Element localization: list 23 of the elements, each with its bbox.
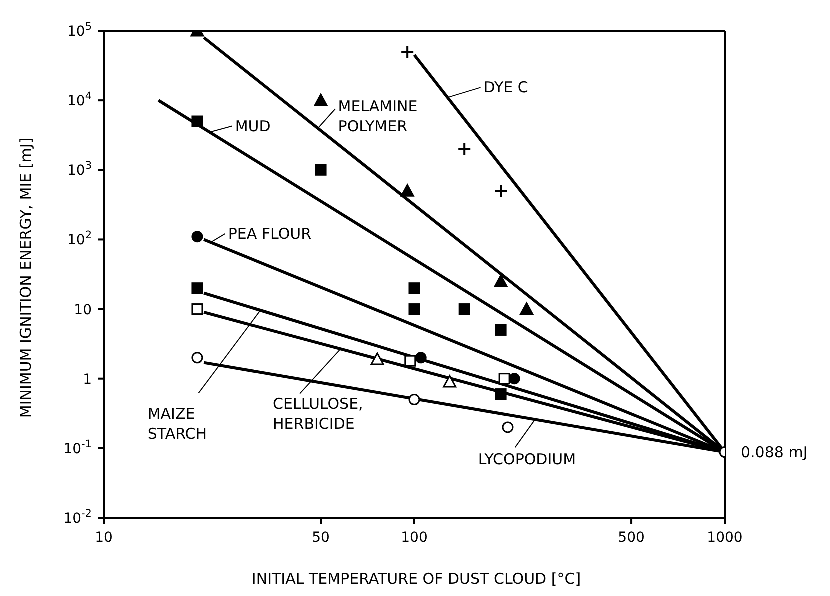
annotation: MUD [235,117,271,136]
y-tick-label: 10 [74,302,92,318]
x-axis-title: INITIAL TEMPERATURE OF DUST CLOUD [°C] [250,570,582,588]
x-tick-label: 500 [618,530,645,546]
annotation: 0.088 mJ [741,443,808,462]
annotation: LYCOPODIUM [478,450,576,469]
y-tick-label: 10$^{2}$ [67,230,92,249]
x-tick-label: 1000 [707,530,743,546]
y-tick-label: 10$^{3}$ [67,160,92,180]
y-tick-label: 1 [83,372,92,388]
annotation: MAIZE STARCH [148,405,208,444]
y-axis-title: MINIMUM IGNITION ENERGY, MIE [mJ] [17,138,35,418]
annotation: MELAMINE POLYMER [338,97,418,136]
x-tick-label: 10 [95,530,113,546]
x-tick-label: 50 [312,530,330,546]
y-tick-label: 10$^{4}$ [67,90,92,110]
y-tick-label: 10$^{-2}$ [64,508,92,527]
y-tick-label: 10$^{5}$ [67,21,92,40]
y-tick-label: 10$^{-1}$ [64,438,92,458]
annotation: PEA FLOUR [228,224,312,243]
annotation: CELLULOSE, HERBICIDE [273,394,364,433]
x-tick-label: 100 [401,530,428,546]
annotation: DYE C [484,78,528,97]
